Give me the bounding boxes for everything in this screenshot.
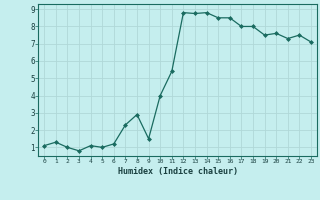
X-axis label: Humidex (Indice chaleur): Humidex (Indice chaleur) [118, 167, 238, 176]
